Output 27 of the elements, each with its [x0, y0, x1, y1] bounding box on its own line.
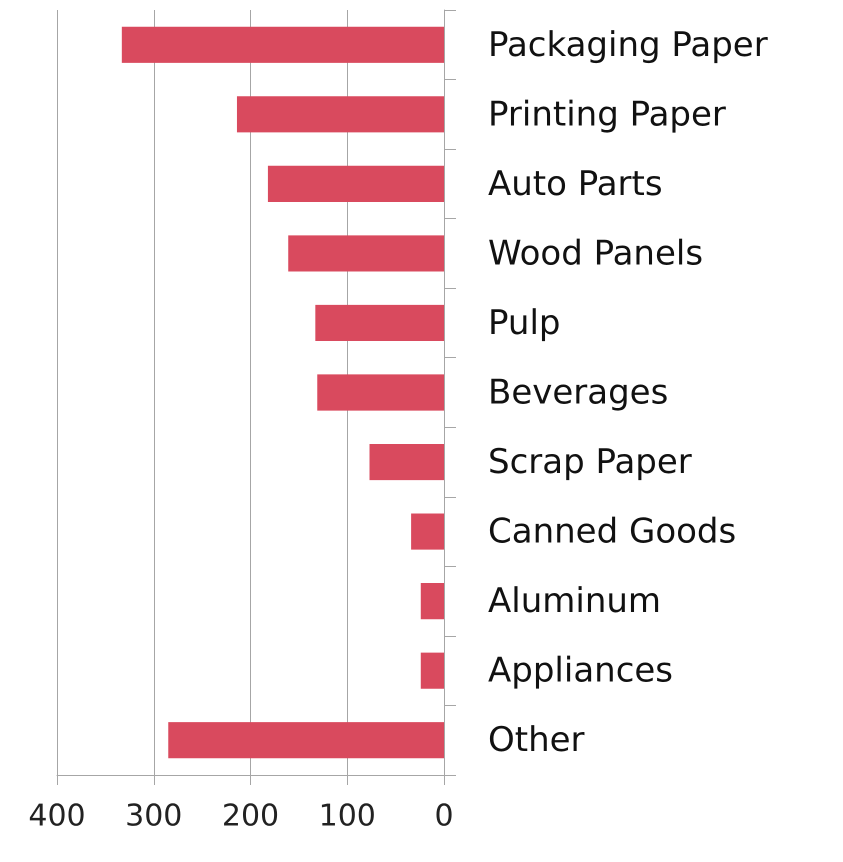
- bar: [411, 514, 444, 550]
- y-tick-label: Appliances: [488, 650, 674, 691]
- bar: [168, 722, 444, 758]
- bar: [420, 652, 444, 689]
- y-tick-label: Scrap Paper: [488, 442, 692, 482]
- bar: [122, 26, 444, 63]
- y-tick-label: Wood Panels: [488, 233, 704, 274]
- bar: [268, 166, 444, 202]
- bar: [420, 583, 444, 620]
- y-tick-label: Canned Goods: [488, 512, 736, 552]
- y-tick-label: Pulp: [488, 302, 560, 343]
- y-tick-label: Printing Paper: [488, 94, 726, 134]
- x-tick-label: 100: [318, 798, 376, 834]
- bar: [370, 444, 444, 480]
- x-tick-label: 200: [222, 798, 280, 834]
- bar: [288, 235, 444, 272]
- bar: [236, 96, 444, 132]
- x-tick-label: 0: [434, 798, 454, 834]
- bar: [317, 374, 444, 411]
- y-tick-label: Beverages: [488, 372, 668, 412]
- x-tick-label: 300: [125, 798, 182, 834]
- x-tick-label: 400: [28, 798, 86, 834]
- y-tick-label: Other: [488, 720, 585, 760]
- y-tick-label: Aluminum: [488, 581, 662, 622]
- y-tick-label: Packaging Paper: [488, 24, 768, 65]
- y-tick-label: Auto Parts: [488, 164, 663, 204]
- bar: [315, 304, 444, 342]
